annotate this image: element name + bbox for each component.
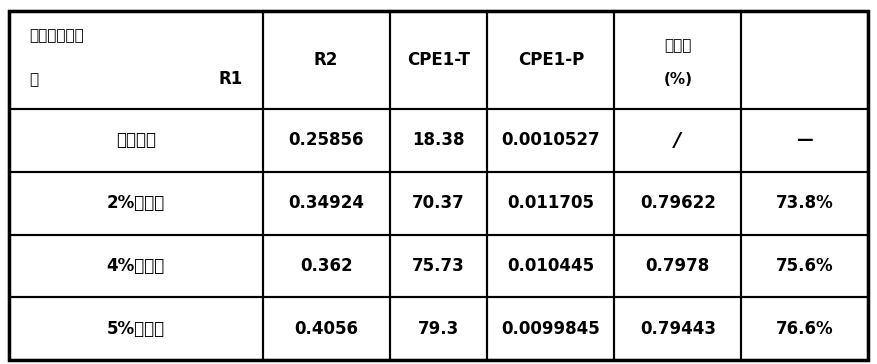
Text: 0.79443: 0.79443 — [640, 320, 716, 338]
Text: /: / — [674, 131, 681, 150]
Text: 73.8%: 73.8% — [776, 194, 834, 212]
Bar — [741, 109, 868, 172]
Text: 0.7978: 0.7978 — [645, 257, 709, 275]
Bar — [488, 234, 614, 297]
Text: 75.73: 75.73 — [412, 257, 465, 275]
Bar — [263, 297, 389, 360]
Bar — [741, 172, 868, 234]
Text: CPE1-P: CPE1-P — [517, 51, 584, 69]
Bar — [614, 234, 741, 297]
Text: 剂: 剂 — [29, 72, 39, 87]
Bar — [389, 11, 488, 109]
Bar — [614, 172, 741, 234]
Bar — [488, 172, 614, 234]
Text: 2%酰肼型: 2%酰肼型 — [107, 194, 165, 212]
Bar — [488, 297, 614, 360]
Text: 76.6%: 76.6% — [776, 320, 833, 338]
Bar — [9, 297, 263, 360]
Text: 空白溶液: 空白溶液 — [116, 131, 156, 149]
Text: 代汞螯合添加: 代汞螯合添加 — [29, 28, 84, 44]
Text: 0.362: 0.362 — [300, 257, 353, 275]
Text: 0.25856: 0.25856 — [289, 131, 364, 149]
Text: 4%酰肼型: 4%酰肼型 — [107, 257, 165, 275]
Bar — [389, 297, 488, 360]
Bar — [263, 172, 389, 234]
Bar — [614, 11, 741, 109]
Bar — [9, 172, 263, 234]
Bar — [263, 234, 389, 297]
Text: 0.34924: 0.34924 — [289, 194, 364, 212]
Bar — [741, 234, 868, 297]
Bar — [488, 11, 614, 109]
Text: 0.0099845: 0.0099845 — [502, 320, 600, 338]
Text: (%): (%) — [663, 72, 692, 87]
Bar — [263, 109, 389, 172]
Text: 0.0010527: 0.0010527 — [502, 131, 600, 149]
Text: CPE1-T: CPE1-T — [407, 51, 470, 69]
Text: 0.79622: 0.79622 — [640, 194, 716, 212]
Text: 5%酰肼型: 5%酰肼型 — [107, 320, 165, 338]
Text: 0.010445: 0.010445 — [507, 257, 595, 275]
Text: 18.38: 18.38 — [412, 131, 465, 149]
Bar — [614, 109, 741, 172]
Bar — [9, 109, 263, 172]
Text: 0.4056: 0.4056 — [294, 320, 358, 338]
Bar — [9, 234, 263, 297]
Text: 70.37: 70.37 — [412, 194, 465, 212]
Text: 螯合率: 螯合率 — [664, 37, 691, 53]
Bar — [389, 109, 488, 172]
Bar — [389, 234, 488, 297]
Text: —: — — [796, 131, 813, 149]
Text: 0.011705: 0.011705 — [507, 194, 595, 212]
Bar — [614, 297, 741, 360]
Text: R2: R2 — [314, 51, 339, 69]
Bar — [741, 297, 868, 360]
Text: R1: R1 — [218, 70, 242, 88]
Text: 75.6%: 75.6% — [776, 257, 833, 275]
Bar — [9, 11, 263, 109]
Bar — [488, 109, 614, 172]
Text: 79.3: 79.3 — [417, 320, 460, 338]
Bar — [741, 11, 868, 109]
Bar — [263, 11, 389, 109]
Bar — [389, 172, 488, 234]
